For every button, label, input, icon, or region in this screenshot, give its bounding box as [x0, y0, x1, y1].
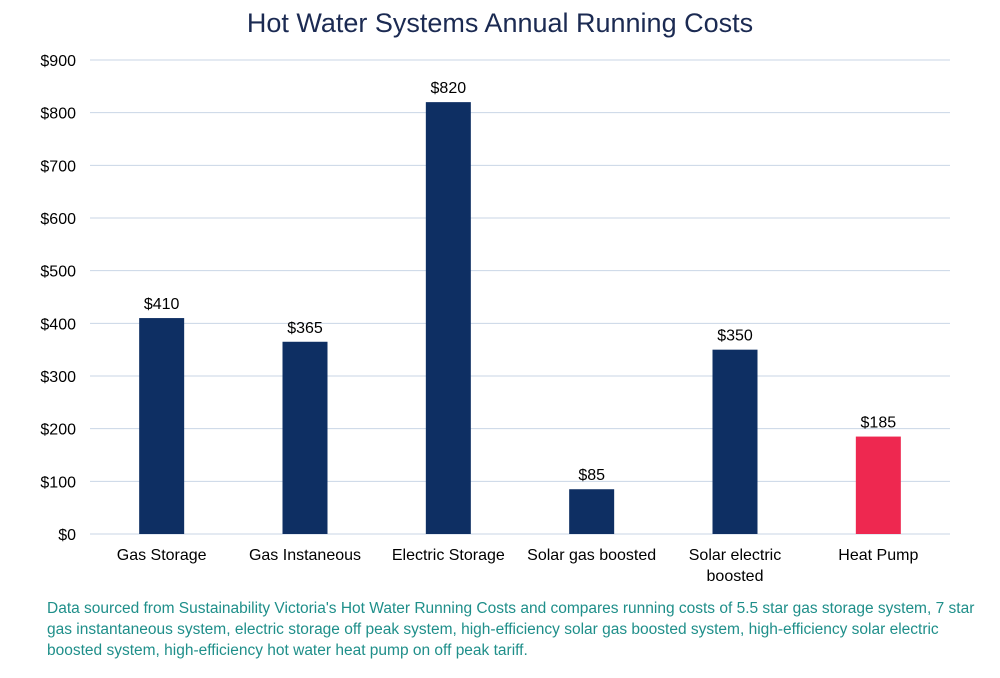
- data-label: $350: [717, 328, 753, 345]
- y-tick-label: $600: [40, 211, 76, 228]
- x-tick-label: Heat Pump: [838, 547, 918, 564]
- x-axis-ticks: Gas Storage Gas Instaneous Electric Storag…: [117, 547, 919, 585]
- x-tick-label: Solar gas boosted: [527, 547, 656, 564]
- y-tick-label: $0: [58, 527, 76, 544]
- y-tick-label: $500: [40, 264, 76, 281]
- chart-title: Hot Water Systems Annual Running Costs: [246, 8, 754, 38]
- bars: [139, 102, 901, 534]
- bar: [425, 102, 471, 534]
- bar: [569, 489, 615, 534]
- y-tick-label: $800: [40, 106, 76, 123]
- data-label: $85: [578, 467, 605, 484]
- y-tick-label: $100: [40, 474, 76, 491]
- x-tick-label: Gas Storage: [117, 547, 207, 564]
- data-label: $365: [287, 320, 323, 337]
- bar: [139, 318, 185, 534]
- data-label: $410: [144, 296, 180, 313]
- x-tick-label: boosted: [707, 568, 764, 585]
- y-tick-label: $300: [40, 369, 76, 386]
- y-tick-label: $400: [40, 316, 76, 333]
- x-tick-label: Solar electric: [689, 547, 781, 564]
- data-labels: $410 $365 $820 $85 $350 $185: [144, 80, 896, 484]
- source-footnote: Data sourced from Sustainability Victori…: [47, 600, 975, 659]
- bar: [282, 341, 328, 534]
- y-tick-label: $200: [40, 422, 76, 439]
- y-tick-label: $900: [40, 53, 76, 70]
- data-label: $185: [861, 415, 897, 432]
- data-label: $820: [431, 80, 467, 97]
- y-axis-ticks: $0 $100 $200 $300 $400 $500 $600 $700 $800 $900: [40, 53, 76, 544]
- gridlines: [90, 59, 950, 535]
- y-tick-label: $700: [40, 158, 76, 175]
- x-tick-label: Gas Instaneous: [249, 547, 361, 564]
- x-tick-label: Electric Storage: [392, 547, 505, 564]
- bar-chart: $0 $100 $200 $300 $400 $500 $600 $700 $800 $900 $…: [40, 53, 950, 585]
- bar: [712, 349, 758, 534]
- bar: [855, 436, 901, 534]
